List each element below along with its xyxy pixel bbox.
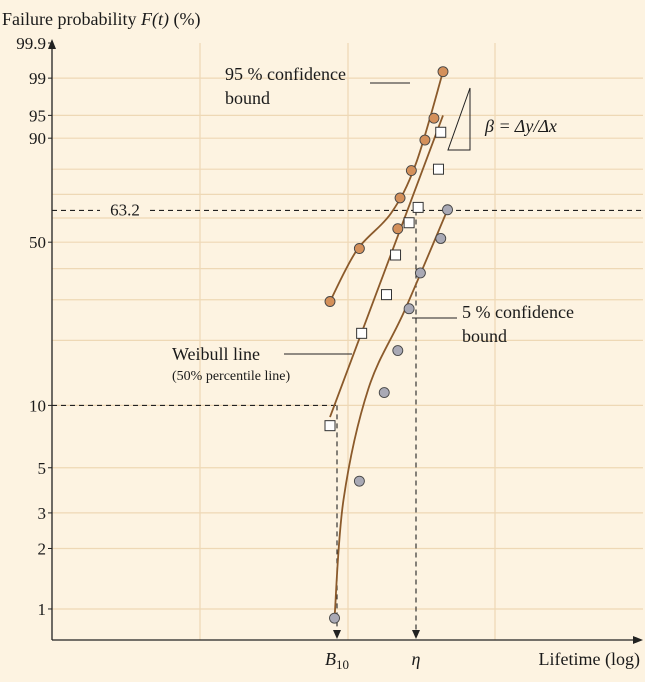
data-point-lower (353, 475, 365, 487)
upper-bound-label-2: bound (225, 88, 270, 108)
eta-arrow (412, 630, 420, 639)
y-tick-label: 99 (29, 69, 46, 88)
data-point-upper (353, 243, 365, 254)
grid (52, 43, 643, 640)
data-point-square (403, 217, 415, 229)
b10-label: B10 (325, 649, 349, 672)
slope-label: β = Δy/Δx (484, 116, 557, 136)
y-tick-label: 99.9 (16, 34, 46, 53)
data-point-lower (378, 387, 390, 399)
x-axis-arrow (633, 636, 643, 644)
upper-bound-curve (329, 71, 444, 302)
data-point-upper (392, 223, 404, 235)
lower-bound-label-2: bound (462, 326, 507, 346)
y-tick-label: 95 (29, 106, 46, 125)
data-point-upper (324, 296, 336, 307)
data-point-upper (437, 66, 449, 78)
data-point-upper (419, 134, 431, 146)
data-point-square (381, 289, 392, 301)
data-point-square (412, 201, 424, 213)
lower-bound-curve (333, 209, 449, 619)
data-point-upper (428, 112, 440, 124)
upper-bound-label-1: 95 % confidence (225, 64, 346, 84)
y-tick-label: 5 (38, 459, 47, 478)
weibull-sublabel: (50% percentile line) (172, 369, 291, 384)
weibull-label: Weibull line (172, 344, 260, 364)
eta-label: η (412, 649, 421, 669)
data-point-square (324, 420, 336, 432)
y-axis-arrow (48, 39, 56, 49)
data-point-lower (329, 612, 340, 624)
lower-bound-label-1: 5 % confidence (462, 302, 574, 322)
slope-triangle (447, 87, 471, 151)
y-axis-title: Failure probability F(t) (%) (2, 9, 200, 30)
data-point-square (432, 163, 444, 175)
data-point-lower (435, 233, 447, 244)
y-tick-label: 3 (38, 504, 47, 523)
data-point-square (390, 249, 402, 261)
y-tick-label: 90 (29, 129, 46, 148)
reference-lines: 63.2 B10 η (52, 200, 643, 672)
data-point-square (435, 126, 447, 138)
axes: 1 2 3 5 10 50 90 95 99 99.9 Failure probability F(… (2, 9, 643, 670)
data-point-lower (403, 303, 415, 315)
data-points (324, 66, 453, 624)
annotations: 95 % confidence bound 5 % confidence bound W… (172, 64, 574, 384)
data-point-lower (414, 267, 426, 279)
y-tick-label: 10 (29, 396, 46, 415)
data-point-upper (394, 192, 406, 204)
y-tick-label: 50 (29, 233, 46, 252)
data-point-lower (392, 345, 404, 356)
y-tick-label: 2 (38, 539, 47, 558)
ref-632-label: 63.2 (110, 200, 140, 219)
weibull-line (329, 115, 444, 418)
x-axis-title: Lifetime (log) (539, 649, 640, 670)
data-point-upper (405, 165, 417, 176)
y-tick-label: 1 (38, 600, 47, 619)
b10-arrow (333, 630, 341, 639)
data-point-square (356, 327, 368, 339)
data-point-lower (442, 204, 453, 216)
